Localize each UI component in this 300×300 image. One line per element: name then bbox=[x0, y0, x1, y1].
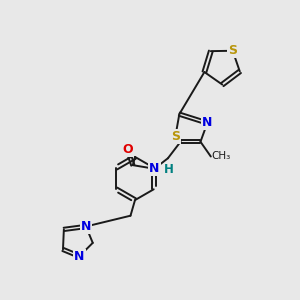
Text: H: H bbox=[164, 164, 174, 176]
Text: S: S bbox=[228, 44, 237, 57]
Text: CH₃: CH₃ bbox=[212, 152, 231, 161]
Text: N: N bbox=[149, 162, 160, 175]
Text: S: S bbox=[171, 130, 180, 143]
Text: N: N bbox=[74, 250, 85, 263]
Text: O: O bbox=[122, 143, 133, 156]
Text: N: N bbox=[81, 220, 91, 233]
Text: N: N bbox=[202, 116, 212, 130]
